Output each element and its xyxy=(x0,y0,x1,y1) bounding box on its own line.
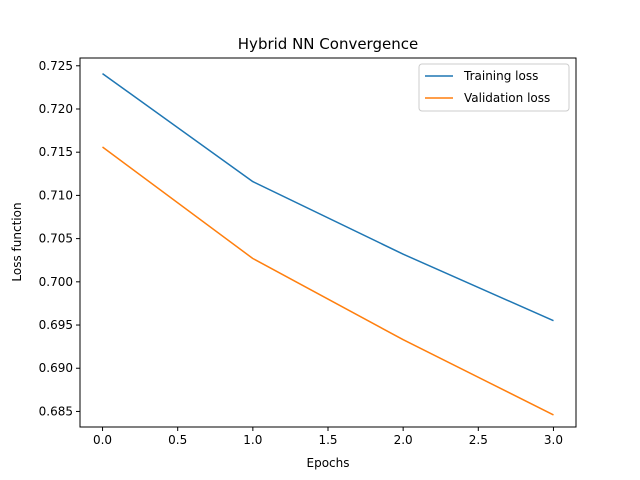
y-tick-label: 0.705 xyxy=(39,232,73,246)
y-tick-label: 0.710 xyxy=(39,188,73,202)
series-line-0 xyxy=(102,72,554,322)
x-tick-label: 2.0 xyxy=(394,433,413,447)
x-tick-label: 0.5 xyxy=(168,433,187,447)
chart-title: Hybrid NN Convergence xyxy=(238,35,418,53)
x-axis-label: Epochs xyxy=(307,456,350,470)
x-axis-ticks: 0.0 0.5 1.0 1.5 2.0 2.5 3.0 xyxy=(93,427,563,447)
x-tick-label: 0.0 xyxy=(93,433,112,447)
x-tick-label: 3.0 xyxy=(544,433,563,447)
y-tick-label: 0.725 xyxy=(39,59,73,73)
y-tick-label: 0.720 xyxy=(39,102,73,116)
x-tick-label: 2.5 xyxy=(469,433,488,447)
y-tick-label: 0.700 xyxy=(39,275,73,289)
x-tick-label: 1.0 xyxy=(243,433,262,447)
legend-label-0: Training loss xyxy=(463,69,538,83)
series-line-1 xyxy=(102,146,554,416)
x-tick-label: 1.5 xyxy=(318,433,337,447)
y-axis-ticks: 0.685 0.690 0.695 0.700 0.705 0.710 0.715 0.720… xyxy=(39,59,80,418)
y-axis-label: Loss function xyxy=(10,202,24,281)
y-tick-label: 0.695 xyxy=(39,318,73,332)
legend-label-1: Validation loss xyxy=(464,91,550,105)
legend-box xyxy=(418,63,570,112)
y-tick-label: 0.685 xyxy=(39,404,73,418)
plot-frame xyxy=(79,57,577,428)
series-lines xyxy=(102,72,554,416)
y-tick-label: 0.690 xyxy=(39,361,73,375)
legend: Training loss Validation loss xyxy=(418,63,570,112)
y-tick-label: 0.715 xyxy=(39,145,73,159)
